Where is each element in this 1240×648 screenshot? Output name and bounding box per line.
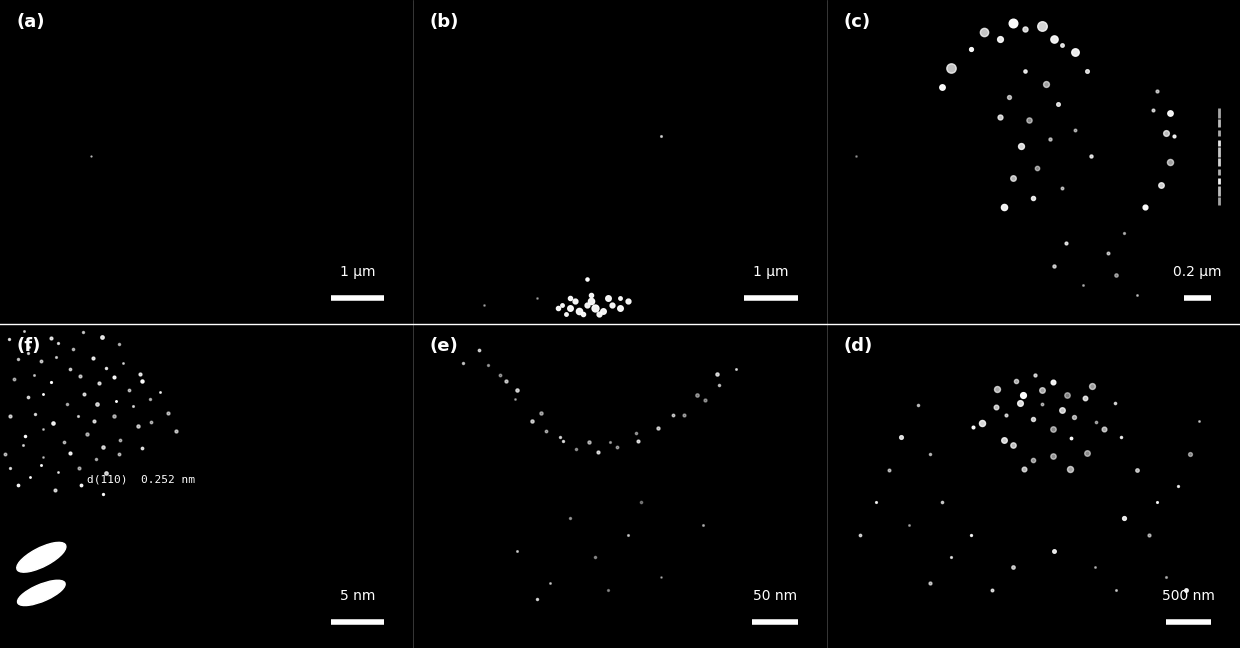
Ellipse shape <box>17 542 66 572</box>
Ellipse shape <box>17 580 66 606</box>
Text: 1 μm: 1 μm <box>340 264 376 279</box>
Text: (d): (d) <box>843 337 873 355</box>
Text: 0.2 μm: 0.2 μm <box>1173 264 1221 279</box>
Text: 1 μm: 1 μm <box>753 264 789 279</box>
Text: (e): (e) <box>430 337 459 355</box>
Text: d(110)  0.252 nm: d(110) 0.252 nm <box>87 474 195 485</box>
Text: 5 nm: 5 nm <box>340 588 376 603</box>
Text: (f): (f) <box>16 337 41 355</box>
Text: (a): (a) <box>16 13 45 31</box>
Text: 500 nm: 500 nm <box>1162 588 1215 603</box>
Text: 50 nm: 50 nm <box>753 588 797 603</box>
Text: (c): (c) <box>843 13 870 31</box>
Text: (b): (b) <box>430 13 459 31</box>
